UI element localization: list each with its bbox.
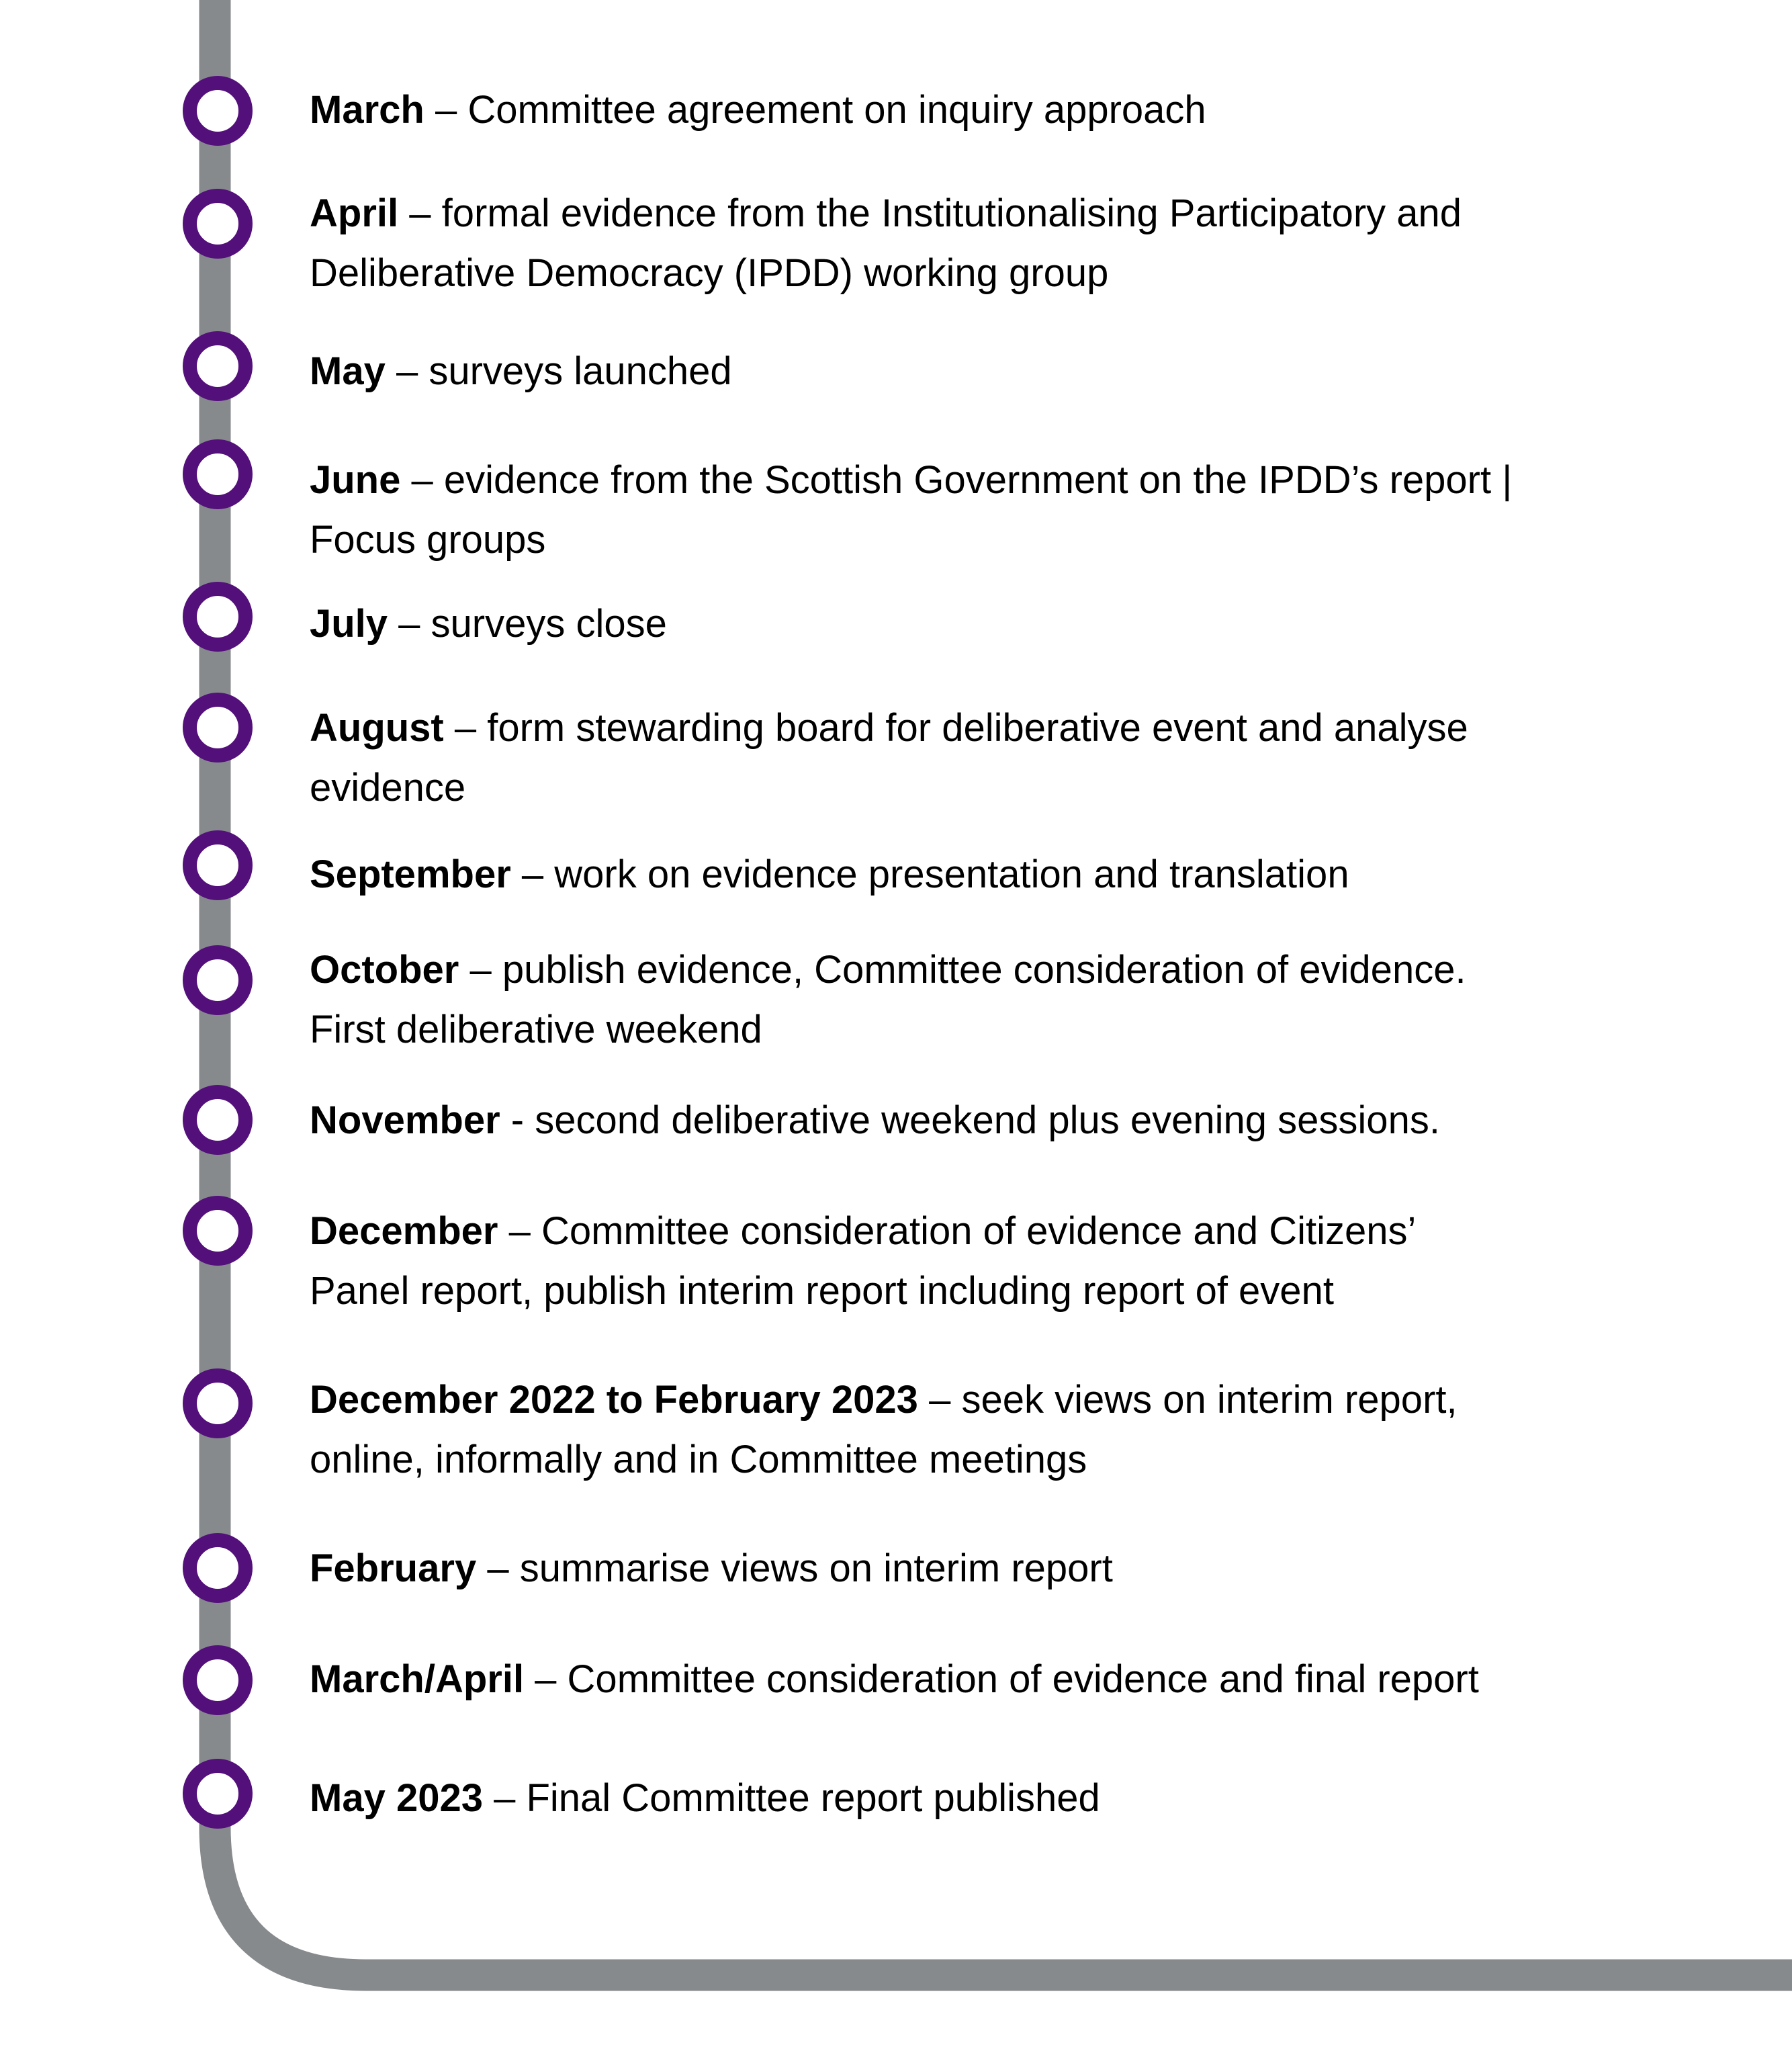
timeline-line <box>199 0 1792 1991</box>
timeline-period-label: July <box>310 602 388 646</box>
timeline-period-label: November <box>310 1098 500 1142</box>
timeline-marker-icon <box>183 1759 253 1829</box>
timeline-text: March – Committee agreement on inquiry a… <box>310 80 1754 140</box>
timeline-period-label: May <box>310 349 386 393</box>
timeline-text-line: May 2023 – Final Committee report publis… <box>310 1768 1754 1828</box>
timeline-text: October – publish evidence, Committee co… <box>310 940 1754 1059</box>
timeline-text-line: Focus groups <box>310 510 1754 570</box>
timeline-marker-icon <box>183 1368 253 1438</box>
timeline-marker-icon <box>183 331 253 401</box>
timeline-period-label: April <box>310 191 399 235</box>
timeline-text-line: First deliberative weekend <box>310 1000 1754 1059</box>
timeline-text: February – summarise views on interim re… <box>310 1538 1754 1598</box>
timeline-text-line: March – Committee agreement on inquiry a… <box>310 80 1754 140</box>
timeline-period-label: December <box>310 1209 498 1253</box>
timeline-text-line: February – summarise views on interim re… <box>310 1538 1754 1598</box>
timeline-description: online, informally and in Committee meet… <box>310 1438 1087 1481</box>
timeline-description: – surveys launched <box>385 349 732 393</box>
timeline-description: – work on evidence presentation and tran… <box>510 853 1349 896</box>
timeline-marker-icon <box>183 693 253 762</box>
timeline-description: – form stewarding board for deliberative… <box>443 706 1468 750</box>
timeline-period-label: June <box>310 458 401 502</box>
timeline-description: - second deliberative weekend plus eveni… <box>500 1098 1440 1142</box>
timeline-marker-icon <box>183 76 253 146</box>
timeline-text-line: online, informally and in Committee meet… <box>310 1430 1754 1489</box>
timeline-description: – formal evidence from the Institutional… <box>398 191 1462 235</box>
timeline-period-label: February <box>310 1546 477 1590</box>
timeline-text-line: evidence <box>310 758 1754 818</box>
timeline-text-line: December 2022 to February 2023 – seek vi… <box>310 1370 1754 1430</box>
timeline-marker-icon <box>183 439 253 509</box>
timeline-description: – surveys close <box>388 602 667 646</box>
timeline-text-line: December – Committee consideration of ev… <box>310 1201 1754 1261</box>
timeline-description: First deliberative weekend <box>310 1008 762 1051</box>
timeline-marker-icon <box>183 1196 253 1266</box>
timeline-text-line: Deliberative Democracy (IPDD) working gr… <box>310 243 1754 303</box>
timeline-description: – summarise views on interim report <box>476 1546 1113 1590</box>
timeline-text: May – surveys launched <box>310 341 1754 401</box>
timeline-description: – Committee consideration of evidence an… <box>498 1209 1417 1253</box>
timeline-description: – seek views on interim report, <box>917 1378 1458 1422</box>
timeline-period-label: August <box>310 706 444 750</box>
timeline-text-line: March/April – Committee consideration of… <box>310 1649 1754 1709</box>
timeline-text-line: November - second deliberative weekend p… <box>310 1090 1754 1150</box>
timeline-description: – Committee agreement on inquiry approac… <box>424 88 1206 132</box>
timeline-period-label: March/April <box>310 1657 525 1701</box>
timeline-description: – Committee consideration of evidence an… <box>524 1657 1479 1701</box>
timeline-text: March/April – Committee consideration of… <box>310 1649 1754 1709</box>
timeline-text-line: July – surveys close <box>310 594 1754 654</box>
timeline-description: – evidence from the Scottish Government … <box>400 458 1513 502</box>
timeline-text: July – surveys close <box>310 594 1754 654</box>
timeline-text: August – form stewarding board for delib… <box>310 698 1754 818</box>
timeline-period-label: March <box>310 88 424 132</box>
timeline-text: December 2022 to February 2023 – seek vi… <box>310 1370 1754 1489</box>
timeline-text: November - second deliberative weekend p… <box>310 1090 1754 1150</box>
timeline-text: December – Committee consideration of ev… <box>310 1201 1754 1321</box>
timeline-text: June – evidence from the Scottish Govern… <box>310 450 1754 570</box>
timeline-text: April – formal evidence from the Institu… <box>310 183 1754 303</box>
timeline-marker-icon <box>183 945 253 1015</box>
timeline-text-line: September – work on evidence presentatio… <box>310 844 1754 904</box>
timeline-text-line: April – formal evidence from the Institu… <box>310 183 1754 243</box>
timeline-description: – publish evidence, Committee considerat… <box>459 948 1466 992</box>
timeline-marker-icon <box>183 1085 253 1155</box>
timeline-description: Panel report, publish interim report inc… <box>310 1269 1334 1313</box>
timeline-text: September – work on evidence presentatio… <box>310 844 1754 904</box>
timeline-description: Deliberative Democracy (IPDD) working gr… <box>310 251 1109 295</box>
timeline-marker-icon <box>183 1645 253 1715</box>
timeline-period-label: May 2023 <box>310 1776 483 1820</box>
timeline-description: Focus groups <box>310 518 546 562</box>
timeline-period-label: October <box>310 948 459 992</box>
timeline-text-line: October – publish evidence, Committee co… <box>310 940 1754 1000</box>
timeline-marker-icon <box>183 830 253 900</box>
timeline-text-line: Panel report, publish interim report inc… <box>310 1261 1754 1321</box>
timeline-description: evidence <box>310 766 466 810</box>
timeline-description: – Final Committee report published <box>482 1776 1100 1820</box>
timeline-text-line: May – surveys launched <box>310 341 1754 401</box>
timeline-marker-icon <box>183 582 253 652</box>
timeline-marker-icon <box>183 189 253 259</box>
timeline-period-label: September <box>310 853 511 896</box>
timeline-text: May 2023 – Final Committee report publis… <box>310 1768 1754 1828</box>
timeline-marker-icon <box>183 1533 253 1603</box>
timeline-period-label: December 2022 to February 2023 <box>310 1378 918 1422</box>
timeline-text-line: August – form stewarding board for delib… <box>310 698 1754 758</box>
timeline-text-line: June – evidence from the Scottish Govern… <box>310 450 1754 510</box>
